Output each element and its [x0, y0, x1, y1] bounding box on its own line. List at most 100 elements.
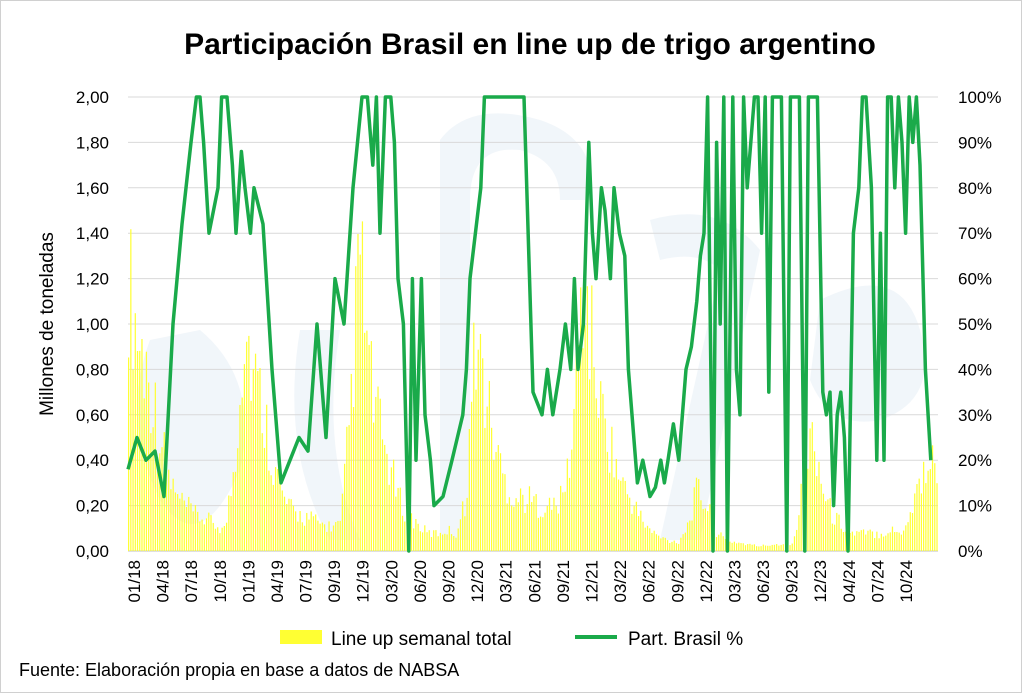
y-tick-label: 1,00 — [76, 315, 109, 334]
bar — [869, 529, 871, 551]
bar — [622, 477, 624, 551]
legend-bar-label: Line up semanal total — [331, 629, 512, 650]
bar — [867, 530, 869, 551]
bar — [185, 506, 188, 551]
bar — [165, 471, 168, 551]
bar — [811, 422, 813, 551]
bar — [263, 447, 266, 551]
bar — [286, 504, 288, 551]
bar — [446, 534, 448, 551]
bar — [183, 500, 185, 551]
bar — [504, 474, 506, 551]
bar-series — [128, 221, 938, 551]
bar — [604, 418, 606, 551]
bar — [473, 322, 475, 551]
bar — [506, 503, 508, 551]
bar — [283, 496, 286, 551]
x-tick-label: 09/23 — [783, 560, 802, 603]
legend-line-label: Part. Brasil % — [628, 629, 743, 650]
x-tick-label: 04/24 — [840, 560, 859, 603]
bar — [836, 512, 838, 551]
x-tick-label: 04/18 — [154, 560, 173, 603]
bar — [355, 266, 357, 551]
bar — [905, 525, 907, 551]
y-axis-right: 0% 10% 20% 30% 40% 50% 60% 70% 80% 90% 100% — [958, 88, 1001, 561]
bar — [698, 479, 700, 551]
bar — [557, 513, 560, 551]
x-tick-label: 09/19 — [325, 560, 344, 603]
x-tick-label: 07/24 — [868, 560, 887, 603]
bar — [753, 544, 755, 551]
bar — [609, 472, 611, 551]
bar — [194, 505, 197, 551]
line-series — [126, 95, 933, 553]
x-tick-label: 07/18 — [182, 560, 201, 603]
bar — [426, 532, 428, 551]
bar — [352, 407, 355, 551]
y-tick-label: 0,60 — [76, 406, 109, 425]
bar — [611, 426, 613, 551]
bar — [381, 439, 384, 551]
bar — [553, 497, 555, 551]
bar — [747, 544, 749, 551]
bar — [482, 358, 484, 551]
y-tick-label: 0,40 — [76, 451, 109, 470]
bar — [290, 499, 292, 551]
bar — [330, 531, 332, 551]
bar — [660, 538, 662, 551]
bar — [816, 476, 818, 551]
bar — [718, 534, 720, 551]
bar — [317, 520, 319, 551]
bar — [499, 453, 502, 551]
bar — [128, 357, 130, 551]
bar — [896, 531, 898, 551]
bar — [691, 520, 693, 551]
bar — [419, 531, 421, 551]
bar — [885, 535, 887, 551]
bar — [631, 513, 633, 551]
x-axis: 01/18 04/18 07/18 10/18 01/19 04/19 07/19 09/19… — [125, 560, 916, 603]
x-tick-label: 03/20 — [382, 560, 401, 603]
bar — [560, 485, 562, 551]
bar — [749, 543, 751, 551]
bar — [372, 422, 375, 551]
bar — [776, 544, 778, 551]
bar — [593, 367, 595, 551]
bar — [497, 445, 499, 551]
x-tick-label: 01/19 — [239, 560, 258, 603]
y-tick-label: 0,80 — [76, 360, 109, 379]
bar — [223, 525, 225, 551]
bar — [308, 519, 310, 551]
bar — [856, 531, 858, 551]
bar — [684, 532, 686, 551]
bar — [531, 502, 533, 551]
bar — [582, 348, 584, 551]
bar — [156, 457, 159, 551]
bar — [655, 534, 658, 551]
x-tick-label: 03/23 — [725, 560, 744, 603]
bar — [370, 341, 372, 551]
bar — [606, 451, 609, 551]
bar — [640, 510, 642, 551]
bar — [771, 544, 773, 551]
bar — [564, 491, 566, 551]
bar — [410, 513, 413, 551]
bar — [733, 541, 735, 551]
bar — [644, 527, 646, 551]
y2-tick-label: 70% — [958, 224, 992, 243]
bar — [337, 520, 339, 551]
bar — [680, 537, 682, 551]
bar — [388, 484, 390, 551]
bar — [455, 537, 457, 551]
bar — [591, 285, 593, 551]
bar — [479, 333, 482, 551]
bar — [880, 533, 882, 551]
bar — [822, 493, 825, 551]
bar — [535, 494, 537, 551]
bar — [375, 396, 377, 551]
bar — [876, 531, 878, 551]
bar — [796, 529, 798, 551]
bar — [274, 467, 277, 551]
bar — [174, 492, 176, 551]
